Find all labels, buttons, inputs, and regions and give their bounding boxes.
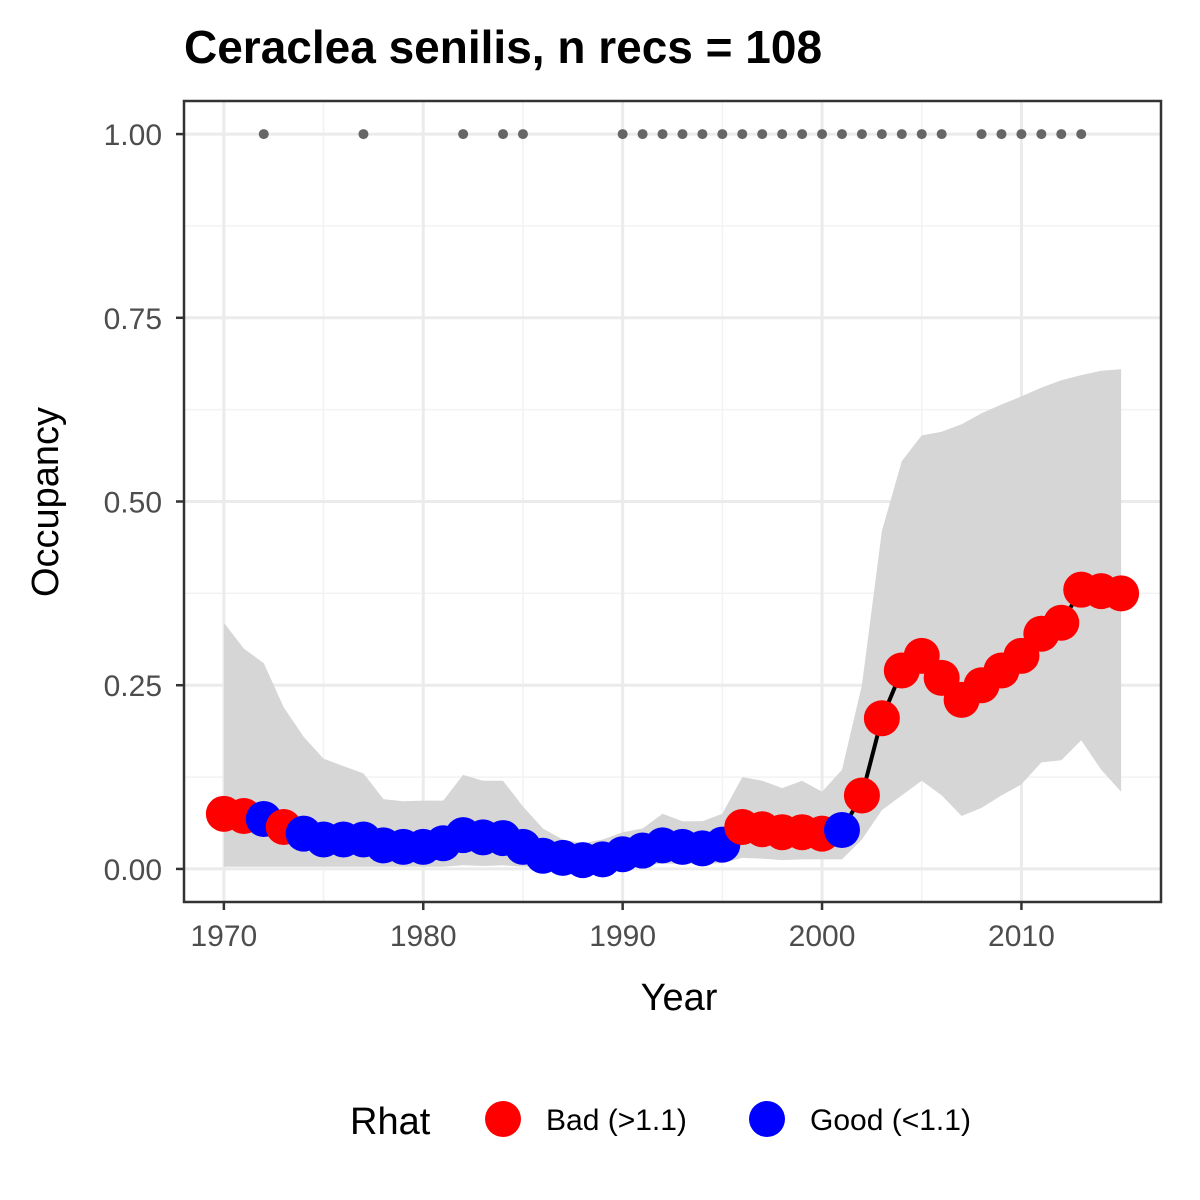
chart-title: Ceraclea senilis, n recs = 108 <box>184 21 822 73</box>
record-point <box>1076 129 1087 140</box>
record-point <box>458 129 469 140</box>
record-point <box>797 129 808 140</box>
record-point <box>777 129 788 140</box>
occupancy-point <box>1043 604 1080 641</box>
record-point <box>717 129 728 140</box>
record-point <box>936 129 947 140</box>
record-point <box>856 129 867 140</box>
y-axis-title: Occupancy <box>25 407 67 597</box>
record-point <box>617 129 628 140</box>
record-point <box>896 129 907 140</box>
x-tick-label: 1980 <box>390 920 457 953</box>
x-tick-label: 1970 <box>191 920 258 953</box>
legend-title: Rhat <box>350 1101 431 1143</box>
y-tick-label: 0.50 <box>104 487 162 520</box>
plot-panel: 1970 1980 1990 2000 2010 0.00 0.25 0.50 0.75 1.00 <box>104 99 1163 953</box>
x-tick-label: 2010 <box>988 920 1055 953</box>
record-point <box>358 129 369 140</box>
record-point <box>916 129 927 140</box>
record-point <box>996 129 1007 140</box>
legend-label-bad: Bad (>1.1) <box>546 1104 687 1137</box>
record-point <box>498 129 509 140</box>
record-point <box>258 129 269 140</box>
record-point <box>737 129 748 140</box>
x-tick-label: 1990 <box>589 920 656 953</box>
occupancy-point <box>843 777 880 814</box>
record-point <box>657 129 668 140</box>
occupancy-point <box>1103 575 1140 612</box>
record-point <box>677 129 688 140</box>
record-point <box>697 129 708 140</box>
legend-label-good: Good (<1.1) <box>810 1104 971 1137</box>
record-point <box>1016 129 1027 140</box>
y-tick-label: 1.00 <box>104 119 162 152</box>
record-point <box>1056 129 1067 140</box>
record-point <box>1036 129 1047 140</box>
record-point <box>836 129 847 140</box>
legend-key-good <box>749 1101 785 1137</box>
record-point <box>757 129 768 140</box>
x-tick-label: 2000 <box>789 920 856 953</box>
x-axis-title: Year <box>641 977 718 1019</box>
y-tick-label: 0.75 <box>104 303 162 336</box>
legend: Rhat Bad (>1.1) Good (<1.1) <box>350 1101 971 1143</box>
record-point <box>637 129 648 140</box>
legend-key-bad <box>485 1101 521 1137</box>
y-tick-label: 0.25 <box>104 670 162 703</box>
occupancy-point <box>823 811 860 848</box>
record-point <box>976 129 987 140</box>
record-point <box>517 129 528 140</box>
occupancy-point <box>863 700 900 737</box>
y-tick-label: 0.00 <box>104 854 162 887</box>
record-point <box>876 129 887 140</box>
credible-interval-ribbon <box>223 369 1122 868</box>
record-point <box>817 129 828 140</box>
